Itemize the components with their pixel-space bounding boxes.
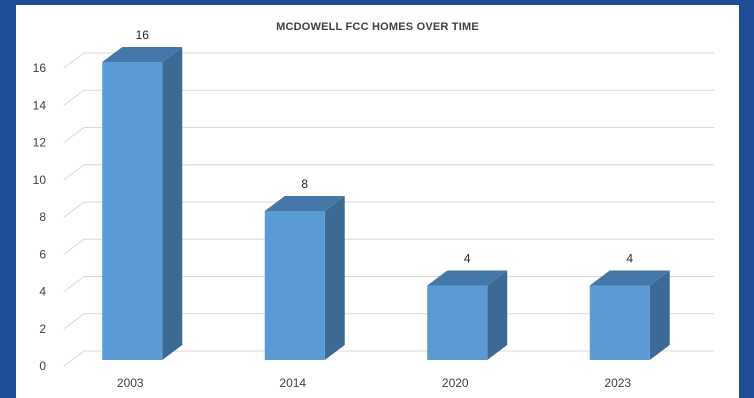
bar-top	[589, 270, 670, 286]
y-tick-label: 2	[39, 322, 46, 336]
data-label: 4	[464, 252, 471, 266]
y-tick-label: 10	[33, 173, 47, 187]
bar-top	[264, 196, 345, 211]
data-label: 8	[301, 177, 308, 191]
gridline-depth	[63, 164, 85, 181]
gridline-depth	[63, 238, 85, 255]
y-tick-label: 0	[39, 359, 46, 373]
gridline-depth	[63, 201, 85, 218]
bar-top	[427, 270, 508, 286]
bar-side	[649, 270, 670, 360]
bar	[264, 211, 325, 360]
bar-side	[162, 47, 183, 360]
gridline-depth	[63, 52, 85, 69]
bar	[102, 62, 163, 360]
y-tick-label: 16	[33, 61, 47, 75]
y-tick-label: 6	[39, 247, 46, 261]
chart-title: MCDOWELL FCC HOMES OVER TIME	[276, 21, 479, 33]
gridline-depth	[63, 276, 85, 292]
gridline-depth	[63, 313, 85, 330]
x-tick-label: 2023	[604, 376, 631, 390]
y-tick-label: 8	[39, 210, 46, 224]
x-tick-label: 2014	[279, 376, 306, 390]
chart-area: MCDOWELL FCC HOMES OVER TIME 0 2 4 6 8 10 12 14…	[16, 5, 739, 398]
bar-top	[102, 47, 183, 62]
gridline-depth	[63, 127, 85, 143]
data-label: 4	[626, 252, 633, 266]
gridline-depth	[63, 350, 85, 367]
bar-side	[324, 196, 345, 360]
x-tick-label: 2020	[442, 376, 469, 390]
bar	[427, 285, 488, 360]
y-tick-label: 4	[39, 285, 46, 299]
bar-side	[487, 270, 508, 360]
gridline-depth	[63, 89, 85, 106]
x-tick-label: 2003	[117, 376, 144, 390]
y-tick-label: 14	[33, 98, 47, 112]
data-label: 16	[136, 28, 150, 42]
y-tick-label: 12	[33, 136, 47, 150]
bar	[589, 285, 650, 360]
chart-plot: 0 2 4 6 8 10 12 14 16 16 2003 8 2014 4 2020 4 2023	[33, 28, 714, 390]
